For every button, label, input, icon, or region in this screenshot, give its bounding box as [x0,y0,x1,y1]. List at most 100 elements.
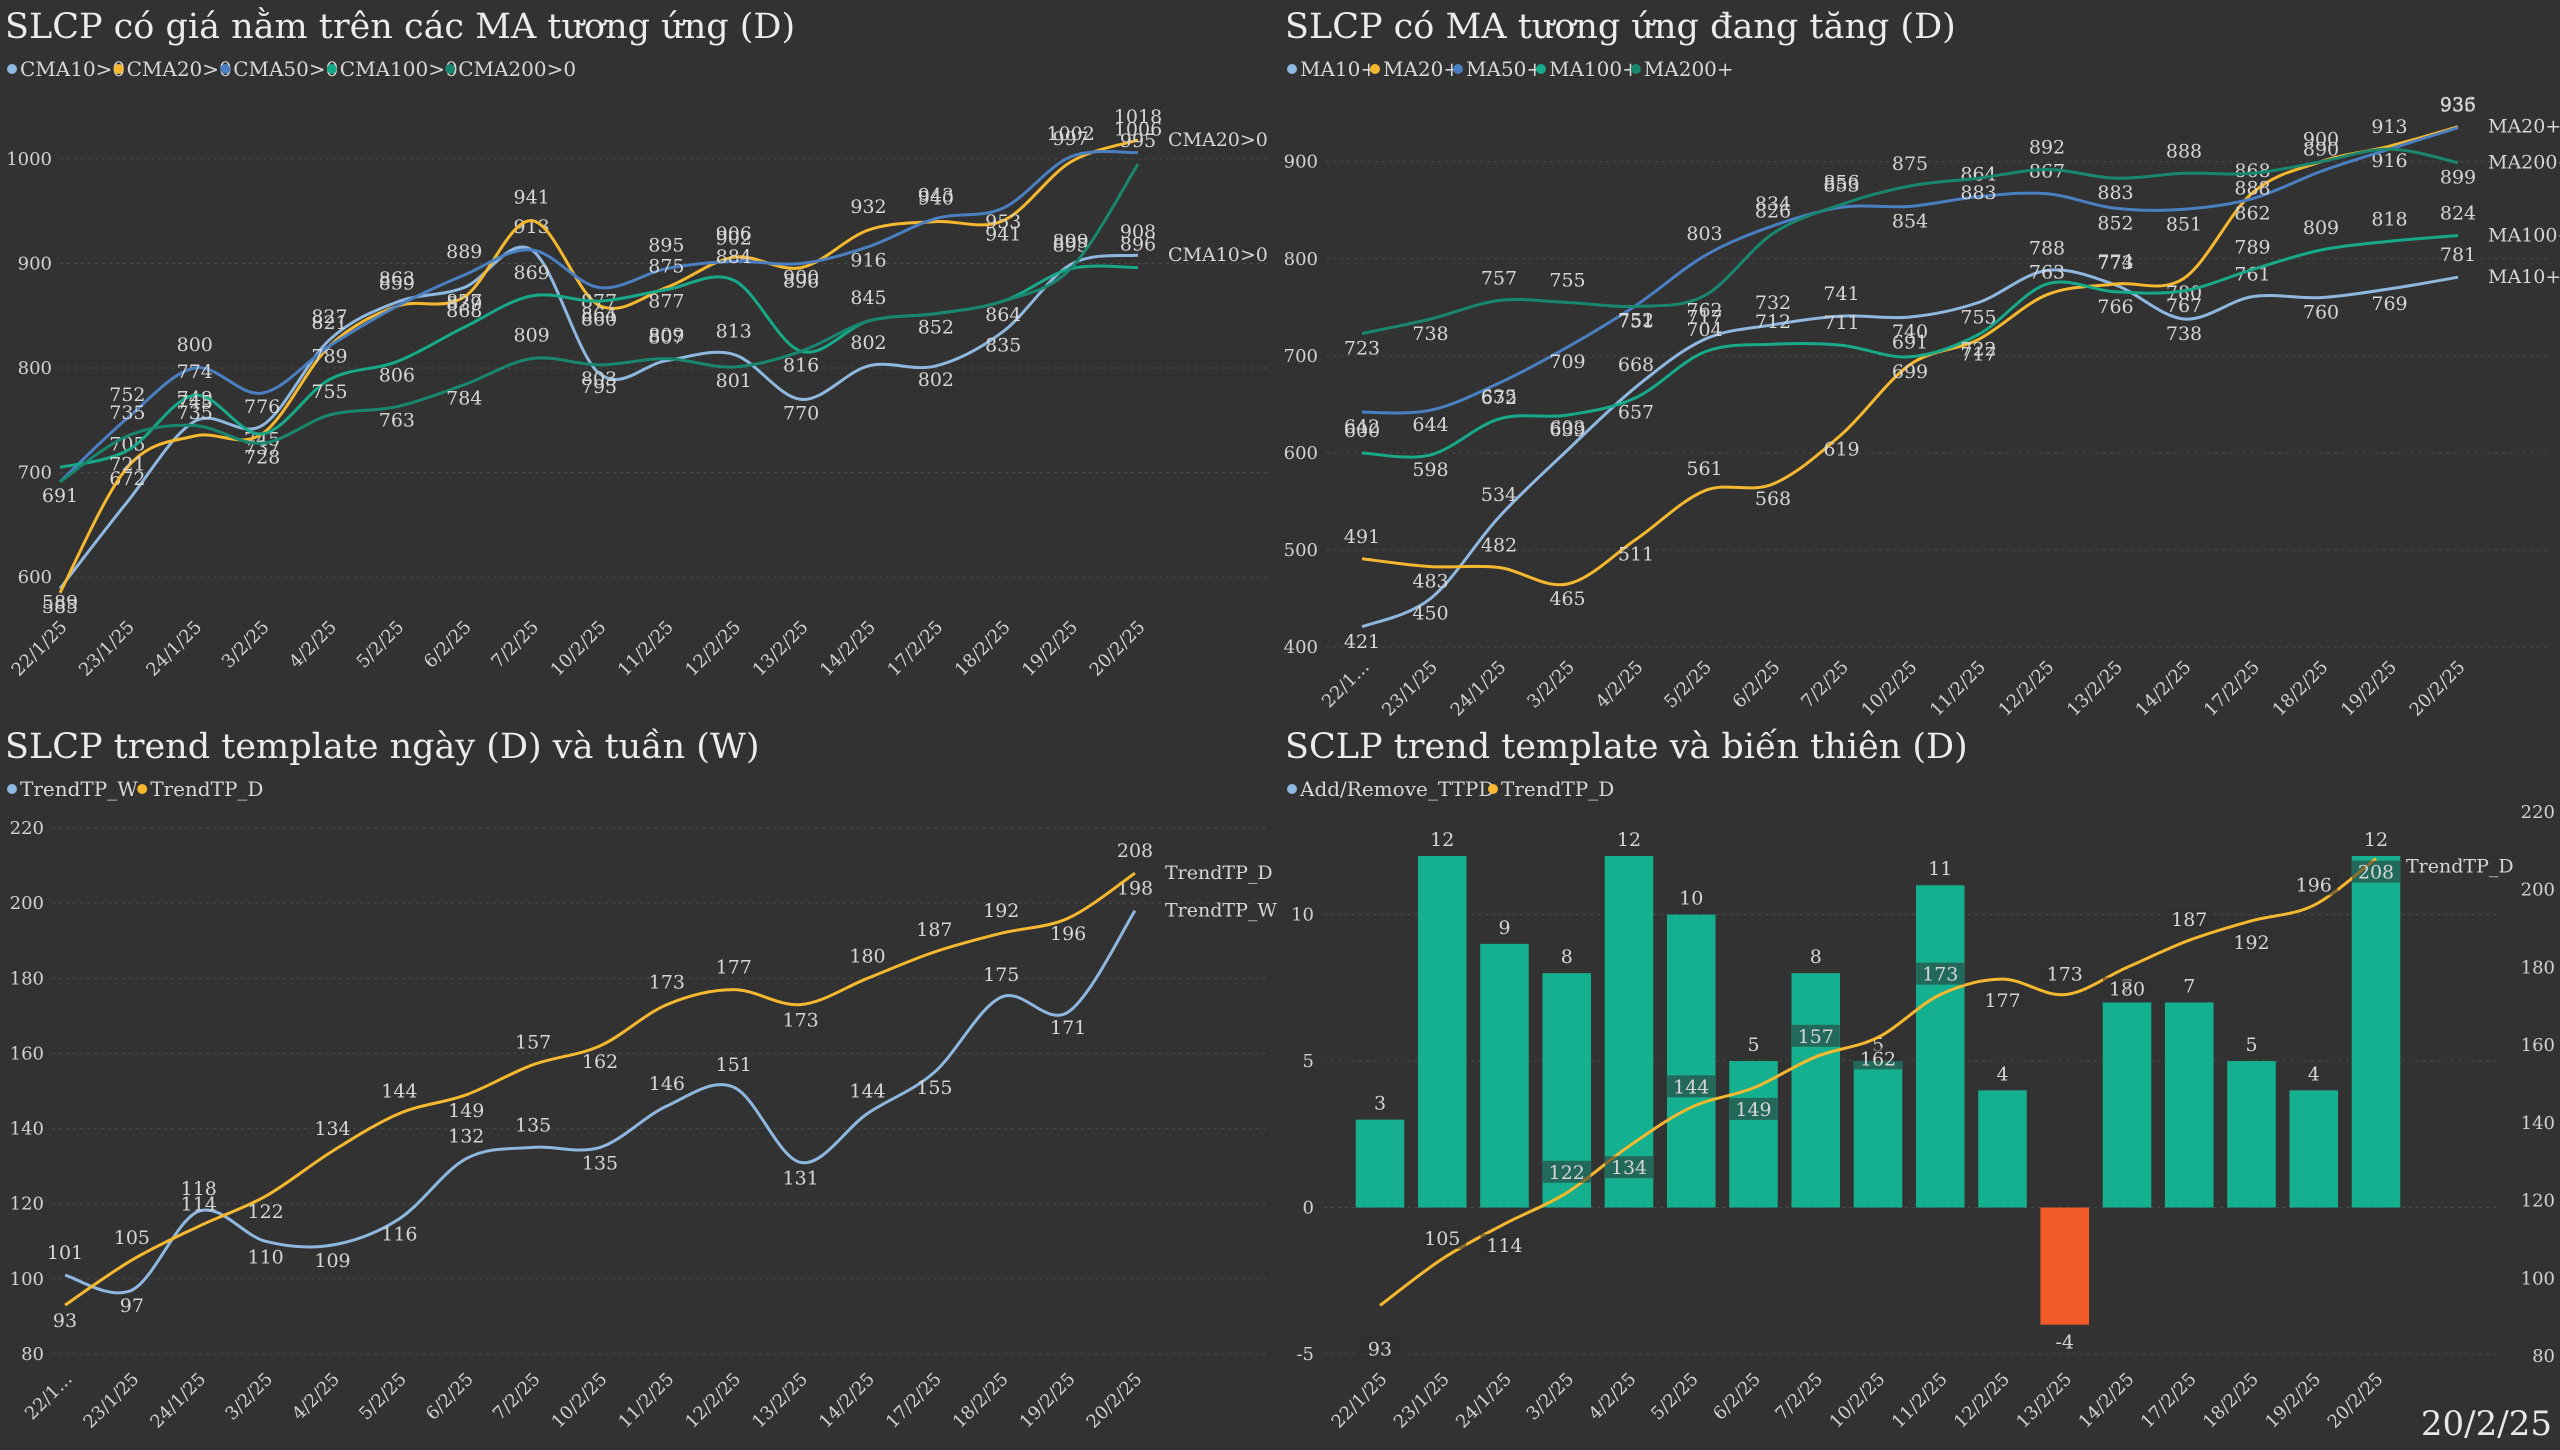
x-tick-label: 17/2/25 [883,617,947,681]
data-label: 134 [1611,1157,1647,1179]
data-label: 888 [2166,140,2202,162]
data-label: 722 [1960,339,1996,361]
bar [2102,1002,2152,1208]
data-label: 171 [1050,1017,1086,1039]
series-line [1361,147,2459,336]
data-label: 157 [515,1032,551,1054]
data-label: 491 [1344,526,1380,548]
data-label: 755 [1960,306,1996,328]
data-label: 749 [177,387,213,409]
data-label: 721 [109,454,145,476]
data-label: 162 [582,1051,618,1073]
data-label: 135 [515,1114,551,1136]
data-label: 114 [181,1193,217,1215]
data-label: 852 [918,317,954,339]
legend-entry: MA50+ [1466,57,1543,81]
data-label: 196 [2296,874,2332,896]
x-tick-label: 5/2/25 [1660,657,1716,713]
data-label: 175 [983,964,1019,986]
x-tick-label: 6/2/25 [1709,1369,1765,1425]
data-label: 421 [1344,631,1380,653]
x-tick-label: 20/2/25 [2324,1369,2388,1433]
data-label: 704 [1686,319,1722,341]
x-tick-label: 13/2/25 [2063,657,2127,721]
x-tick-label: 22/1... [1318,657,1374,713]
data-label: 781 [2440,244,2476,266]
data-label: 157 [1798,1026,1834,1048]
data-label: 691 [42,485,78,507]
data-label: 600 [1344,420,1380,442]
data-label: 101 [47,1242,83,1264]
y-tick-label: -5 [1296,1344,1314,1365]
data-label: 187 [916,919,952,941]
data-label: 884 [716,246,752,268]
x-tick-label: 24/1/25 [142,617,206,681]
x-tick-label: 23/1/25 [79,1369,143,1433]
data-label: 784 [446,388,482,410]
series-line [59,163,1140,484]
bar [1417,855,1467,1208]
x-tick-label: 18/2/25 [2269,657,2333,721]
data-label: 173 [782,1010,818,1032]
bar [2351,855,2401,1208]
data-label: 953 [985,211,1021,233]
data-label: 208 [1117,840,1153,862]
bar [2040,1207,2090,1325]
data-label: 105 [114,1227,150,1249]
data-label: 755 [1549,269,1585,291]
data-label: 534 [1481,484,1517,506]
x-tick-label: 22/1/25 [1328,1369,1392,1433]
data-label: 738 [1412,323,1448,345]
bar [2164,1002,2214,1208]
data-label: 869 [513,262,549,284]
data-label: 122 [247,1201,283,1223]
x-tick-label: 5/2/25 [355,1369,411,1425]
chart-title: SLCP có MA tương ứng đang tăng (D) [1285,7,1956,47]
bar-value-label: 4 [1996,1063,2008,1085]
data-label: 902 [716,227,752,249]
data-label: 895 [1052,235,1088,257]
data-label: 913 [513,216,549,238]
data-label: 132 [448,1126,484,1148]
legend-entry: MA10+ [1300,57,1377,81]
bar [1915,885,1965,1208]
y-tick-label: 220 [10,818,44,839]
data-label: 867 [2029,161,2065,183]
legend-entry: CMA100>0 [340,57,458,81]
data-label: 854 [1892,210,1928,232]
bar-value-label: 5 [1747,1034,1759,1056]
data-label: 940 [918,188,954,210]
x-tick-label: 3/2/25 [1523,657,1579,713]
data-label: 806 [379,365,415,387]
data-label-bg [2040,962,2089,985]
data-label: 767 [2166,295,2202,317]
data-label-bg [1480,1233,1529,1256]
data-label: 835 [985,334,1021,356]
bar [1853,1061,1903,1208]
data-label: 863 [379,268,415,290]
data-label: 773 [2097,252,2133,274]
data-label: 896 [783,271,819,293]
x-tick-label: 3/2/25 [218,617,274,673]
x-tick-label: 22/1/25 [8,617,72,681]
data-label: 603 [1549,417,1585,439]
bar [1604,855,1654,1208]
legend-entry: TrendTP_D [1501,777,1614,801]
data-label: 763 [2029,262,2065,284]
data-label: 561 [1686,458,1722,480]
data-label: 723 [1344,338,1380,360]
data-label: 755 [311,381,347,403]
data-label: 766 [2097,296,2133,318]
x-tick-label: 20/2/25 [1083,1369,1147,1433]
x-tick-label: 18/2/25 [2199,1369,2263,1433]
x-tick-label: 7/2/25 [489,1369,545,1425]
data-label-bg [2227,930,2276,953]
data-label: 995 [1120,130,1156,152]
bar-value-label: 10 [1679,888,1703,910]
x-tick-label: 6/2/25 [422,1369,478,1425]
data-label: 109 [314,1250,350,1272]
data-label: 149 [1735,1099,1771,1121]
x-tick-label: 14/2/25 [2075,1369,2139,1433]
date-stamp: 20/2/25 [2420,1404,2552,1444]
x-tick-label: 11/2/25 [614,617,678,681]
